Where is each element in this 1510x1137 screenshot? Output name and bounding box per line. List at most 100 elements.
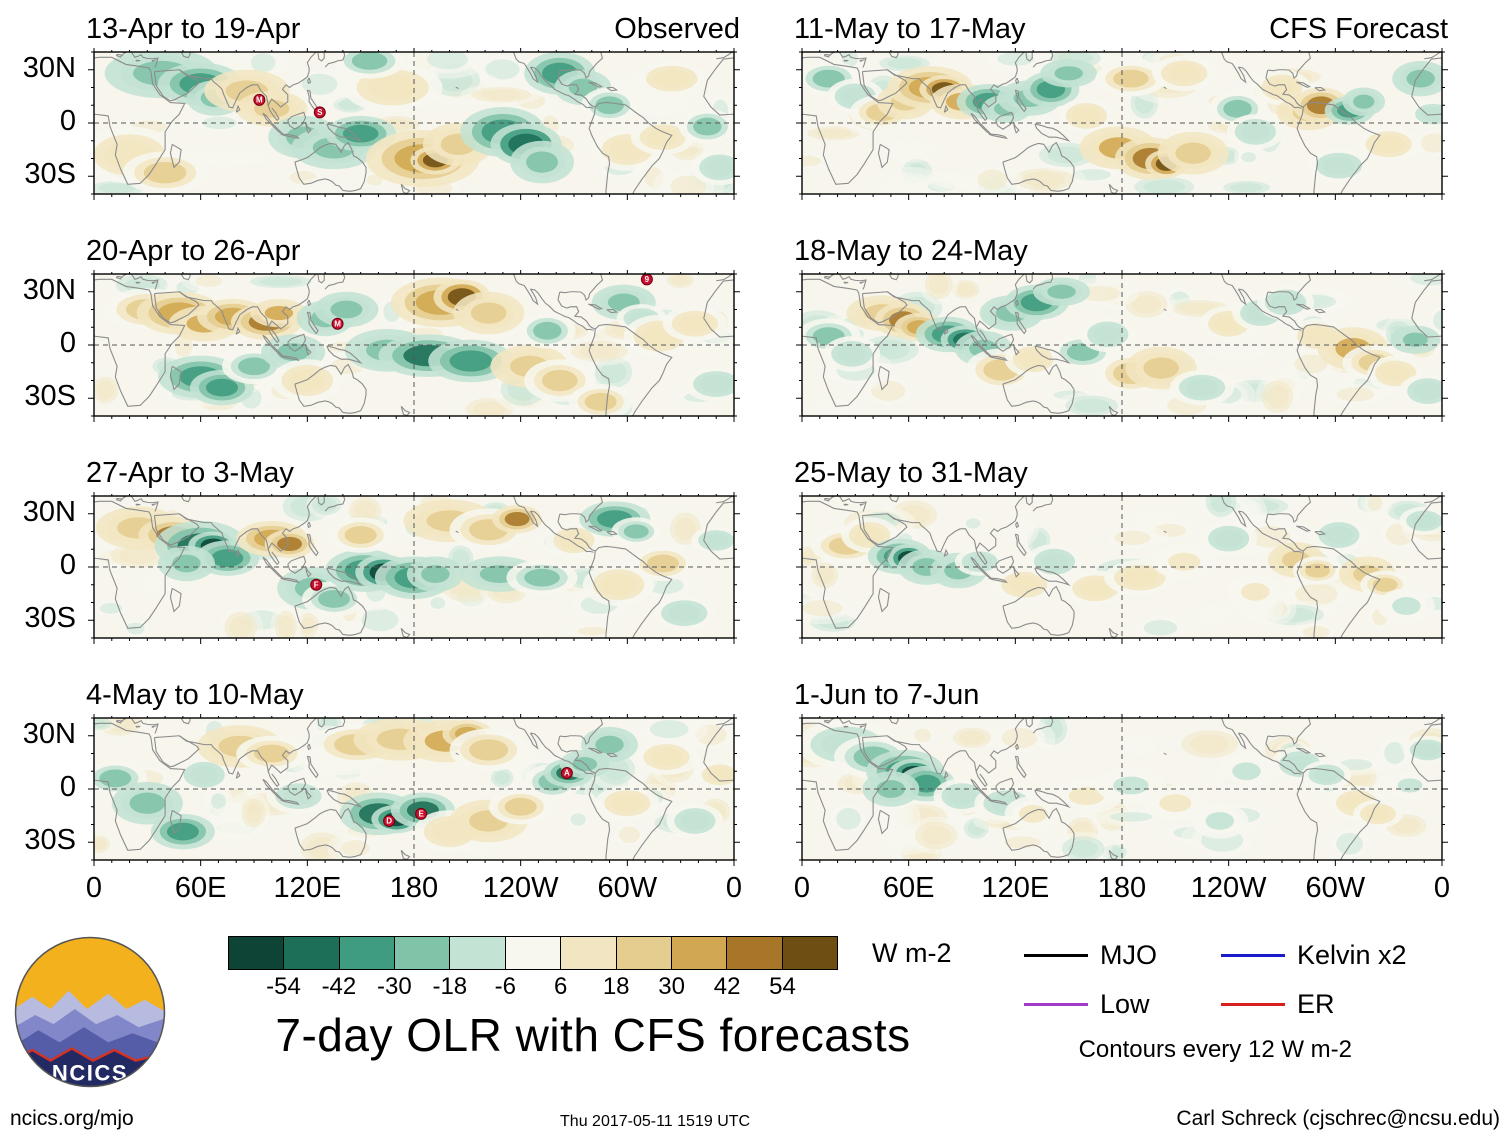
logo-text: NCICS <box>52 1060 128 1085</box>
map-canvas <box>794 714 1448 868</box>
panel-title-row: 18-May to 24-May <box>794 228 1448 268</box>
colorbar-cell <box>338 937 395 969</box>
lon-tick-label: 0 <box>725 872 743 904</box>
chart-title: 7-day OLR with CFS forecasts <box>275 1009 911 1061</box>
map-canvas <box>86 48 740 202</box>
footer-timestamp: Thu 2017-05-11 1519 UTC <box>560 1113 751 1130</box>
colorbar-tick-label: 18 <box>602 973 630 1000</box>
legend-label: Kelvin x2 <box>1297 940 1407 970</box>
panel-title: 4-May to 10-May <box>86 679 304 711</box>
lat-tick-label: 30N <box>22 51 76 84</box>
lon-tick-label: 60E <box>882 872 935 904</box>
lon-tick-label: 0 <box>85 872 103 904</box>
colorbar-tick-label: -54 <box>266 973 301 1000</box>
legend-grid: MJO Kelvin x2 Low ER <box>1024 940 1407 1020</box>
panel-title-row: 13-Apr to 19-Apr Observed <box>86 6 740 46</box>
map-panel <box>794 714 1448 868</box>
lat-tick-label: 0 <box>59 326 76 359</box>
lon-tick-label: 0 <box>1433 872 1451 904</box>
bottom-section: NCICS W m-2 -54 -42 -30 -18 -6 6 18 30 42 54 7-da… <box>0 936 1510 1088</box>
panel-title-row: 11-May to 17-May CFS Forecast <box>794 6 1448 46</box>
lon-tick-label: 120E <box>273 872 342 904</box>
map-panel: 30N 0 30S <box>22 270 740 424</box>
logo-red-ridge <box>15 1047 165 1063</box>
colorbar-cell <box>229 937 284 969</box>
panel-title: 13-Apr to 19-Apr <box>86 13 301 45</box>
ncics-logo: NCICS <box>14 936 166 1088</box>
panel-title-row: 1-Jun to 7-Jun <box>794 672 1448 712</box>
colorbar-cell <box>394 937 450 969</box>
colorbar-cell <box>726 937 782 969</box>
lon-tick-label: 120E <box>981 872 1050 904</box>
colorbar-units: W m-2 <box>872 937 952 968</box>
lon-axis: 0 60E 120E 180 120W 60W 0 <box>85 868 743 912</box>
colorbar-tick-label: 30 <box>658 973 685 1000</box>
footer-credit: Carl Schreck (cjschrec@ncsu.edu) <box>1176 1107 1500 1130</box>
legend-label: Low <box>1100 989 1150 1019</box>
lon-tick-label: 60W <box>1305 872 1366 904</box>
map-panel: 30N 0 30S <box>22 48 740 202</box>
lat-tick-label: 0 <box>59 104 76 137</box>
panel-title: 11-May to 17-May <box>794 13 1026 45</box>
lat-axis: 30N 0 30S <box>22 270 86 424</box>
legend-block: MJO Kelvin x2 Low ER Contours every 12 W m-… <box>1024 940 1407 1064</box>
lat-tick-label: 30S <box>24 158 76 191</box>
colorbar-cell <box>615 937 671 969</box>
panel-title-row: 27-Apr to 3-May <box>86 450 740 490</box>
legend-label: ER <box>1297 989 1335 1019</box>
colorbar-cell <box>560 937 616 969</box>
observed-column: 13-Apr to 19-Apr Observed 30N 0 30S 20-Apr to… <box>22 6 743 912</box>
legend-item-low: Low <box>1024 989 1157 1020</box>
lat-tick-label: 30N <box>22 717 76 750</box>
legend-item-er: ER <box>1221 989 1407 1020</box>
map-canvas <box>794 48 1448 202</box>
colorbar-tick-label: -6 <box>494 973 516 1000</box>
column-header-forecast: CFS Forecast <box>1269 13 1448 45</box>
map-panel: 30N 0 30S <box>22 714 740 868</box>
lat-tick-label: 30S <box>24 380 76 413</box>
map-panel <box>794 492 1448 646</box>
panel-title: 25-May to 31-May <box>794 457 1028 489</box>
map-canvas <box>794 270 1448 424</box>
colorbar <box>228 936 838 970</box>
panel-title: 18-May to 24-May <box>794 235 1028 267</box>
footer: ncics.org/mjo Thu 2017-05-11 1519 UTC Ca… <box>0 1107 1510 1131</box>
legend-line-swatch <box>1024 1003 1088 1006</box>
map-canvas <box>86 270 740 424</box>
legend-note: Contours every 12 W m-2 <box>1078 1036 1352 1063</box>
colorbar-row: W m-2 <box>228 936 958 970</box>
lat-tick-label: 30S <box>24 602 76 635</box>
colorbar-tick-label: 42 <box>713 973 741 1000</box>
legend-line-swatch <box>1221 954 1285 957</box>
legend-line-swatch <box>1221 1003 1285 1006</box>
maps-grid: 13-Apr to 19-Apr Observed 30N 0 30S 20-Apr to… <box>0 6 1510 912</box>
legend-item-kelvin-x2: Kelvin x2 <box>1221 940 1407 971</box>
map-panel <box>794 48 1448 202</box>
lon-tick-label: 180 <box>1097 872 1147 904</box>
colorbar-cell <box>670 937 727 969</box>
panel-title: 20-Apr to 26-Apr <box>86 235 301 267</box>
lon-tick-label: 120W <box>482 872 559 904</box>
lat-tick-label: 0 <box>59 770 76 803</box>
lat-axis: 30N 0 30S <box>22 492 86 646</box>
map-canvas <box>86 492 740 646</box>
lon-tick-label: 180 <box>389 872 439 904</box>
colorbar-block: W m-2 -54 -42 -30 -18 -6 6 18 30 42 54 7-day OLR … <box>228 936 958 1062</box>
map-canvas <box>86 714 740 868</box>
lat-tick-label: 30N <box>22 495 76 528</box>
map-panel <box>794 270 1448 424</box>
panel-title-row: 25-May to 31-May <box>794 450 1448 490</box>
lon-tick-label: 60W <box>597 872 658 904</box>
colorbar-cell <box>449 937 505 969</box>
panel-title: 27-Apr to 3-May <box>86 457 294 489</box>
lon-tick-label: 60E <box>174 872 227 904</box>
lon-tick-label: 0 <box>793 872 811 904</box>
lat-axis: 30N 0 30S <box>22 714 86 868</box>
colorbar-tick-label: -18 <box>432 973 468 1000</box>
colorbar-tick-label: -42 <box>321 973 357 1000</box>
colorbar-tick-label: -30 <box>377 973 412 1000</box>
lon-axis: 0 60E 120E 180 120W 60W 0 <box>793 868 1451 912</box>
lat-tick-label: 30N <box>22 273 76 306</box>
logo-ring <box>14 936 166 1088</box>
